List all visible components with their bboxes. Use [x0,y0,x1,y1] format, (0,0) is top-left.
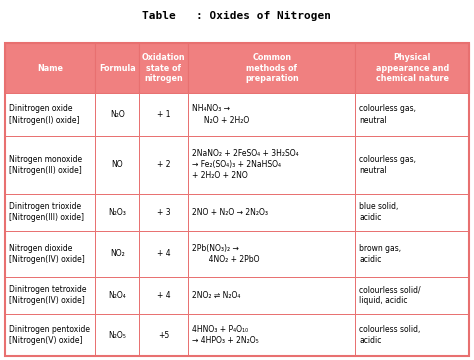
Text: 2NaNO₂ + 2FeSO₄ + 3H₂SO₄
→ Fe₂(SO₄)₃ + 2NaHSO₄
+ 2H₂O + 2NO: 2NaNO₂ + 2FeSO₄ + 3H₂SO₄ → Fe₂(SO₄)₃ + 2… [192,149,299,180]
Text: Oxidation
state of
nitrogen: Oxidation state of nitrogen [142,53,186,83]
Bar [5,231,95,276]
Text: N₂O₄: N₂O₄ [109,291,126,300]
Text: NO₂: NO₂ [110,249,125,258]
Bar [188,276,356,314]
Text: brown gas,
acidic: brown gas, acidic [359,244,401,264]
Text: + 4: + 4 [157,249,171,258]
Bar [95,194,139,231]
Bar [5,93,95,136]
Bar [139,314,188,356]
Bar [356,43,469,93]
Text: Dinitrogen tetroxide
[Nitrogen(IV) oxide]: Dinitrogen tetroxide [Nitrogen(IV) oxide… [9,285,86,305]
Text: NH₄NO₃ →
     N₂O + 2H₂O: NH₄NO₃ → N₂O + 2H₂O [192,104,249,125]
Bar [95,231,139,276]
Text: N₂O₅: N₂O₅ [109,331,127,340]
Bar [139,43,188,93]
Bar [356,136,469,194]
Bar [5,43,469,356]
Bar [356,194,469,231]
Text: N₂O₃: N₂O₃ [109,208,127,217]
Text: 2Pb(NO₃)₂ →
       4NO₂ + 2PbO: 2Pb(NO₃)₂ → 4NO₂ + 2PbO [192,244,260,264]
Bar [188,231,356,276]
Text: NO: NO [111,160,123,169]
Text: colourless solid,
acidic: colourless solid, acidic [359,325,420,345]
Text: N₂O: N₂O [110,110,125,119]
Bar [95,93,139,136]
Text: Dinitrogen oxide
[Nitrogen(I) oxide]: Dinitrogen oxide [Nitrogen(I) oxide] [9,104,79,125]
Bar [5,194,95,231]
Text: 2NO₂ ⇌ N₂O₄: 2NO₂ ⇌ N₂O₄ [192,291,240,300]
Text: + 4: + 4 [157,291,171,300]
Text: Dinitrogen trioxide
[Nitrogen(III) oxide]: Dinitrogen trioxide [Nitrogen(III) oxide… [9,202,83,222]
Text: Dinitrogen pentoxide
[Nitrogen(V) oxide]: Dinitrogen pentoxide [Nitrogen(V) oxide] [9,325,90,345]
Text: + 3: + 3 [157,208,171,217]
Bar [188,314,356,356]
Text: +5: +5 [158,331,170,340]
Text: 4HNO₃ + P₄O₁₀
→ 4HPO₃ + 2N₂O₅: 4HNO₃ + P₄O₁₀ → 4HPO₃ + 2N₂O₅ [192,325,259,345]
Text: Nitrogen monoxide
[Nitrogen(II) oxide]: Nitrogen monoxide [Nitrogen(II) oxide] [9,154,82,175]
Bar [5,314,95,356]
Text: colourless solid/
liquid, acidic: colourless solid/ liquid, acidic [359,285,421,305]
Text: Name: Name [37,64,63,73]
Text: + 1: + 1 [157,110,171,119]
Bar [139,194,188,231]
Bar [5,276,95,314]
Text: Nitrogen dioxide
[Nitrogen(IV) oxide]: Nitrogen dioxide [Nitrogen(IV) oxide] [9,244,84,264]
Text: Physical
appearance and
chemical nature: Physical appearance and chemical nature [376,53,449,83]
Bar [356,314,469,356]
Text: Table   : Oxides of Nitrogen: Table : Oxides of Nitrogen [143,11,331,21]
Bar [95,43,139,93]
Bar [356,93,469,136]
Text: 2NO + N₂O → 2N₂O₃: 2NO + N₂O → 2N₂O₃ [192,208,268,217]
Bar [188,43,356,93]
Text: colourless gas,
neutral: colourless gas, neutral [359,154,416,175]
Text: colourless gas,
neutral: colourless gas, neutral [359,104,416,125]
Text: + 2: + 2 [157,160,171,169]
Bar [188,136,356,194]
Bar [356,231,469,276]
Bar [188,194,356,231]
Bar [95,276,139,314]
Text: Formula: Formula [99,64,136,73]
Bar [356,276,469,314]
Bar [139,276,188,314]
Bar [139,93,188,136]
Bar [95,136,139,194]
Text: blue solid,
acidic: blue solid, acidic [359,202,399,222]
Bar [5,136,95,194]
Bar [188,93,356,136]
Bar [139,136,188,194]
Bar [5,43,95,93]
Text: Common
methods of
preparation: Common methods of preparation [245,53,299,83]
Bar [95,314,139,356]
Bar [139,231,188,276]
